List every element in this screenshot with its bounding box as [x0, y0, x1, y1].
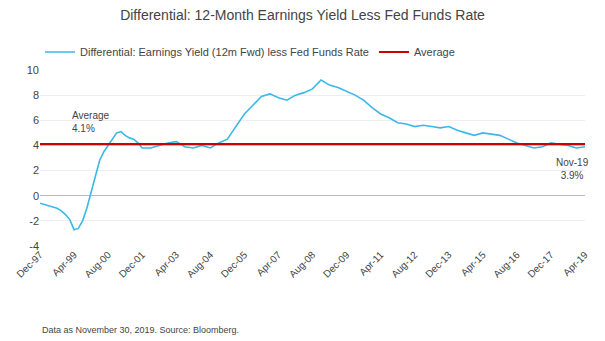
svg-text:0: 0 — [33, 190, 39, 202]
svg-text:Aug-08: Aug-08 — [287, 249, 318, 280]
svg-text:-4: -4 — [29, 240, 39, 252]
svg-text:-2: -2 — [29, 215, 39, 227]
svg-text:10: 10 — [27, 64, 39, 76]
svg-text:Average4.1%: Average4.1% — [72, 110, 110, 134]
svg-text:Apr-07: Apr-07 — [254, 249, 283, 278]
svg-text:Apr-11: Apr-11 — [357, 249, 386, 278]
svg-text:Data as November 30, 2019. Sou: Data as November 30, 2019. Source: Bloom… — [42, 325, 239, 335]
svg-text:Aug-16: Aug-16 — [491, 249, 522, 280]
svg-text:Apr-19: Apr-19 — [561, 249, 590, 278]
svg-text:Differential: Earnings Yield (: Differential: Earnings Yield (12m Fwd) l… — [80, 46, 369, 58]
svg-text:Dec-97: Dec-97 — [14, 249, 45, 280]
svg-text:Differential: 12-Month Earning: Differential: 12-Month Earnings Yield Le… — [120, 7, 485, 23]
svg-text:Nov-193.9%: Nov-193.9% — [556, 157, 589, 181]
svg-text:Dec-13: Dec-13 — [423, 249, 454, 280]
svg-text:Apr-03: Apr-03 — [152, 249, 181, 278]
svg-text:Dec-09: Dec-09 — [321, 249, 352, 280]
svg-text:Average: Average — [414, 46, 455, 58]
svg-text:Aug-04: Aug-04 — [185, 249, 216, 280]
svg-text:8: 8 — [33, 89, 39, 101]
svg-text:Apr-15: Apr-15 — [459, 249, 488, 278]
svg-text:Dec-05: Dec-05 — [219, 249, 250, 280]
svg-text:4: 4 — [33, 139, 39, 151]
svg-text:Dec-17: Dec-17 — [525, 249, 556, 280]
svg-text:Aug-00: Aug-00 — [82, 249, 113, 280]
svg-text:Dec-01: Dec-01 — [117, 249, 148, 280]
svg-text:2: 2 — [33, 164, 39, 176]
svg-text:Apr-99: Apr-99 — [50, 249, 79, 278]
svg-text:Aug-12: Aug-12 — [389, 249, 420, 280]
svg-text:6: 6 — [33, 114, 39, 126]
